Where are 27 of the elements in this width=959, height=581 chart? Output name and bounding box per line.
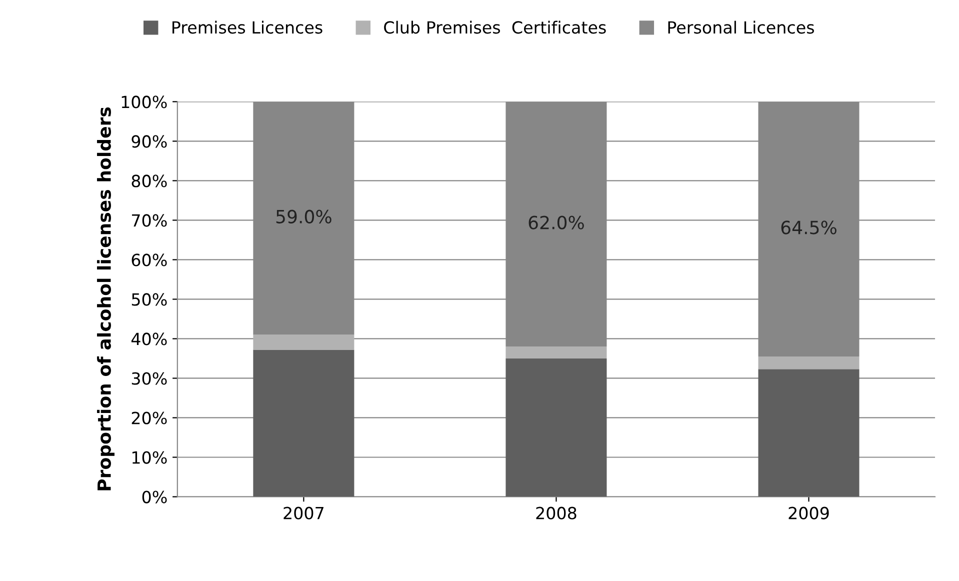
y-tick-label: 0% (142, 490, 167, 504)
y-tick-label: 20% (132, 412, 167, 424)
x-tick-label: 2008 (536, 506, 576, 520)
bar (506, 358, 607, 497)
y-tick-label: 100% (122, 96, 167, 108)
y-tick-label: 70% (132, 214, 167, 227)
bar (253, 350, 354, 497)
data-label: 64.5% (781, 220, 836, 234)
x-tick-label: 2009 (788, 506, 829, 520)
legend-label: Premises Licences (172, 20, 322, 34)
bar (758, 369, 860, 497)
y-tick-label: 90% (132, 135, 167, 148)
data-label: 59.0% (276, 210, 332, 224)
y-tick-label: 60% (132, 254, 167, 266)
y-axis-title: Proportion of alcohol licenses holders (97, 107, 114, 490)
bar (253, 334, 354, 350)
y-tick-label: 80% (132, 174, 167, 188)
y-tick-label: 30% (132, 372, 167, 385)
y-tick-label: 40% (131, 332, 167, 346)
bar (506, 346, 607, 358)
data-label: 62.0% (528, 216, 584, 230)
y-tick-label: 10% (132, 451, 167, 464)
legend-label: Club Premises Certificates (384, 20, 606, 34)
bar (758, 356, 860, 370)
legend-label: Personal Licences (668, 20, 814, 34)
x-tick-label: 2007 (284, 506, 324, 520)
y-tick-label: 50% (132, 293, 167, 306)
